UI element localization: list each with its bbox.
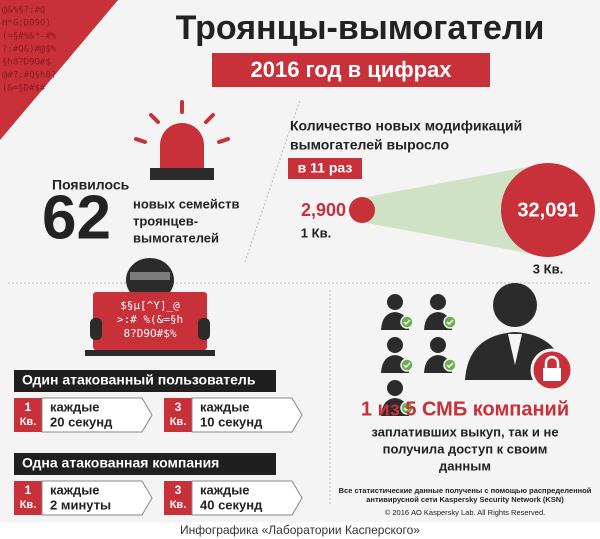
footnote-line: антивирусной сети Kaspersky Security Net… <box>366 495 564 504</box>
person-head <box>387 380 403 396</box>
big-person-icon <box>465 283 574 392</box>
quarter: 1 <box>25 400 32 414</box>
frequency-box <box>41 397 153 433</box>
q3-label: 3 Кв. <box>533 261 563 276</box>
smb-line: данным <box>439 458 491 473</box>
corner-code: @&%§?:#Q H*G;DD9O) (=§#%&*-#% ?:#Q&)#@$% §h8… <box>2 6 57 94</box>
siren-icon <box>134 100 230 180</box>
highlight: в 11 раз <box>298 160 353 176</box>
code-line: @#?:#Q§h8? <box>2 71 56 81</box>
code-line: H*G;DD9O) <box>2 19 51 29</box>
frequency-line: 20 секунд <box>50 414 113 429</box>
frequency-line: каждые <box>50 482 100 497</box>
copyright: © 2016 АО Kaspersky Lab. All Rights Rese… <box>385 508 545 517</box>
check-mark <box>403 319 411 326</box>
smb-text: заплативших выкуп, так и не получила дост… <box>371 424 558 473</box>
quarter-box <box>14 398 42 432</box>
code-line: @&%§?:#Q <box>2 6 45 16</box>
quarter-box <box>164 398 192 432</box>
footnote-line: Все статистические данные получены с пом… <box>339 486 592 495</box>
quarter-unit: Кв. <box>20 416 37 428</box>
subtitle-banner <box>212 53 490 87</box>
code-line: (=§#%&*-#% <box>2 32 57 42</box>
code-line: (&=§D#$# <box>2 84 46 94</box>
person-head <box>430 337 446 353</box>
q1-label: 1 Кв. <box>301 225 331 240</box>
title: Троянцы-вымогатели <box>176 9 545 47</box>
frequency-box <box>191 480 303 516</box>
divider <box>244 99 301 263</box>
quarter: 1 <box>25 483 32 497</box>
check-mark <box>403 405 411 412</box>
quarter-unit: Кв. <box>170 499 187 511</box>
person-head <box>387 294 403 310</box>
footnote: Все статистические данные получены с пом… <box>339 486 592 504</box>
section-title: Одна атакованная компания <box>22 455 219 471</box>
people-icons <box>381 294 457 416</box>
families-number: 62 <box>42 183 111 252</box>
hacker-icon <box>85 258 215 356</box>
frequency-line: 2 минуты <box>50 497 111 512</box>
quarter-box <box>14 481 42 515</box>
smb-headline: 1 из 5 СМБ компаний <box>361 398 569 420</box>
check-mark <box>446 319 454 326</box>
quarter-box <box>164 481 192 515</box>
check-mark <box>446 362 454 369</box>
families-intro: Появилось <box>52 177 130 193</box>
screen-line: $§µ[^Y]_@ <box>120 299 180 312</box>
corner-triangle <box>0 0 118 140</box>
growth-cone <box>362 163 548 257</box>
code-line: ?:#Q&)#@$% <box>2 45 57 55</box>
section-banner <box>14 370 276 392</box>
q1-circle <box>349 197 375 223</box>
smb-line: получила доступ к своим <box>383 441 548 456</box>
families-line: троянцев- <box>133 213 198 228</box>
frequency-line: каждые <box>200 399 250 414</box>
quarter-unit: Кв. <box>170 416 187 428</box>
frequency-line: 40 секунд <box>200 497 263 512</box>
section-title: Один атакованный пользователь <box>22 372 256 388</box>
code-line: §h8?D9O#$ <box>2 58 51 68</box>
screen-line: >:# %(&=§h <box>117 313 183 326</box>
families-line: новых семейств <box>133 196 239 211</box>
attacks: Один атакованный пользователь1Кв.каждые2… <box>14 370 303 516</box>
quarter-unit: Кв. <box>20 499 37 511</box>
frequency-line: каждые <box>50 399 100 414</box>
q3-value: 32,091 <box>517 199 578 221</box>
quarter: 3 <box>175 483 182 497</box>
person-head <box>430 294 446 310</box>
screen-line: 8?D9O#$% <box>124 327 177 340</box>
mods-heading: Количество новых модификаций <box>290 118 522 134</box>
q1-value: 2,900 <box>301 200 346 220</box>
q3-circle <box>501 163 595 257</box>
quarter: 3 <box>175 400 182 414</box>
smb-line: заплативших выкуп, так и не <box>371 424 558 439</box>
mods-heading: вымогателей выросло <box>290 137 449 153</box>
check-mark <box>403 362 411 369</box>
families-line: вымогателей <box>133 230 219 245</box>
screen-code: $§µ[^Y]_@>:# %(&=§h8?D9O#$% <box>117 299 183 340</box>
frequency-line: каждые <box>200 482 250 497</box>
person-head <box>387 337 403 353</box>
frequency-box <box>191 397 303 433</box>
subtitle: 2016 год в цифрах <box>251 57 453 82</box>
caption: Инфографика «Лаборатории Касперского» <box>180 523 420 537</box>
frequency-line: 10 секунд <box>200 414 263 429</box>
highlight-box <box>288 158 362 179</box>
section-banner <box>14 453 276 475</box>
families-text: новых семейств троянцев-вымогателей <box>133 196 239 245</box>
frequency-box <box>41 480 153 516</box>
